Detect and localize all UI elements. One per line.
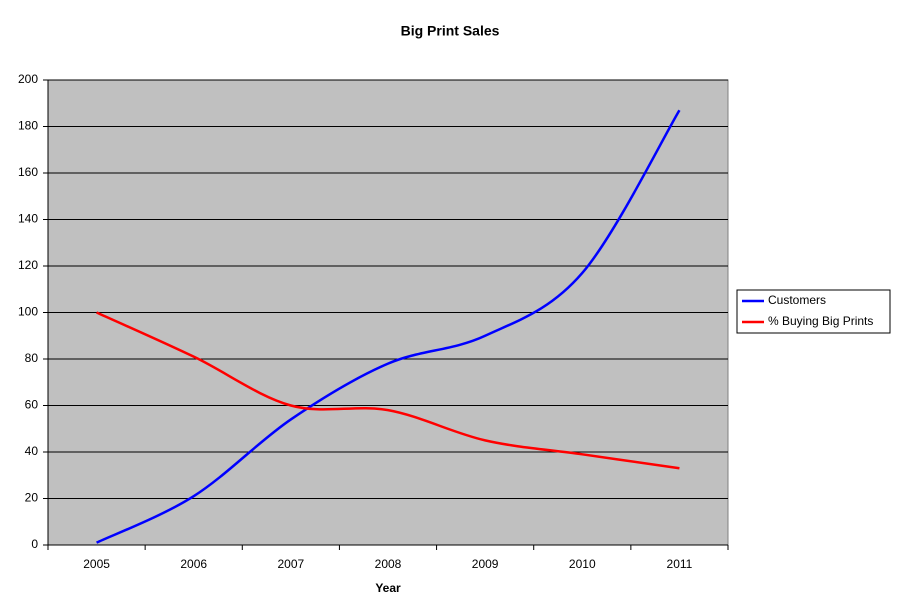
y-tick-label: 20 <box>25 491 39 505</box>
y-tick-label: 100 <box>18 305 38 319</box>
x-tick-label: 2009 <box>472 557 499 571</box>
x-tick-label: 2007 <box>278 557 305 571</box>
series-line <box>96 109 681 544</box>
y-tick-label: 60 <box>25 398 39 412</box>
y-tick-label: 140 <box>18 212 38 226</box>
legend-box <box>736 289 891 334</box>
chart-title: Big Print Sales <box>401 23 500 39</box>
x-tick-label: 2006 <box>180 557 207 571</box>
x-tick-label: 2011 <box>667 557 693 571</box>
legend-label: Customers <box>768 293 826 307</box>
x-tick-label: 2005 <box>83 557 110 571</box>
legend-label: % Buying Big Prints <box>768 314 873 328</box>
y-tick-label: 160 <box>18 165 38 179</box>
y-tick-label: 40 <box>25 444 39 458</box>
series-line <box>96 311 680 470</box>
y-tick-label: 200 <box>18 72 38 86</box>
x-tick-label: 2008 <box>375 557 402 571</box>
y-tick-label: 0 <box>31 537 38 551</box>
y-tick-label: 80 <box>25 351 39 365</box>
x-axis-title: Year <box>375 581 401 595</box>
y-tick-label: 180 <box>18 119 38 133</box>
x-tick-label: 2010 <box>569 557 596 571</box>
y-tick-label: 120 <box>18 258 38 272</box>
